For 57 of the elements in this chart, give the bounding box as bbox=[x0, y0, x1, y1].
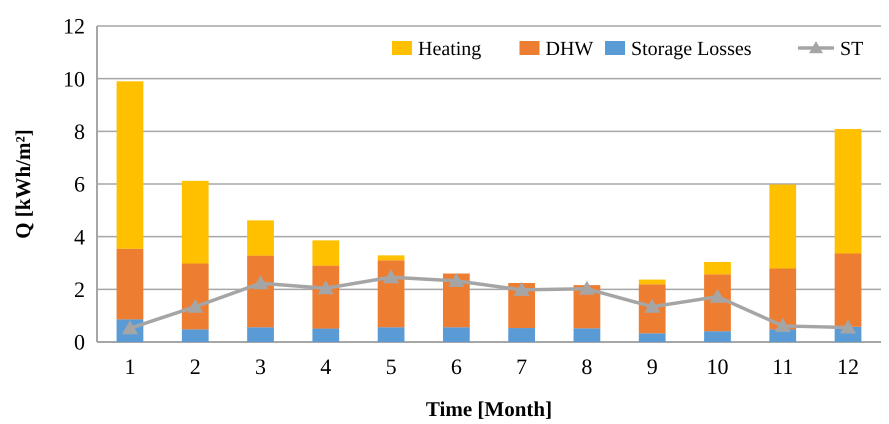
point bbox=[774, 318, 791, 332]
point bbox=[514, 282, 530, 296]
x-tick-label: 7 bbox=[516, 354, 528, 379]
x-tick-label: 10 bbox=[706, 354, 728, 379]
y-tick-label: 6 bbox=[74, 172, 85, 197]
point bbox=[252, 275, 269, 290]
y-tick-label: 8 bbox=[74, 119, 85, 144]
bar bbox=[312, 240, 340, 266]
x-tick-label: 12 bbox=[837, 354, 860, 379]
bar bbox=[247, 220, 274, 256]
point bbox=[383, 269, 400, 284]
bar bbox=[834, 128, 862, 254]
point bbox=[187, 298, 204, 313]
y-tick-label: 0 bbox=[74, 330, 85, 355]
bar bbox=[638, 280, 666, 284]
bar bbox=[182, 180, 209, 264]
x-tick-label: 11 bbox=[772, 354, 794, 379]
bar bbox=[116, 81, 144, 249]
bar bbox=[116, 248, 144, 320]
y-tick-label: 12 bbox=[63, 14, 85, 39]
bar bbox=[704, 262, 731, 274]
y-tick-label: 10 bbox=[63, 66, 85, 92]
bar bbox=[834, 254, 862, 327]
bar bbox=[378, 260, 404, 328]
legend-label: Heating bbox=[418, 38, 482, 60]
x-tick-label: 8 bbox=[581, 354, 592, 379]
x-tick-label: 3 bbox=[255, 354, 266, 379]
bar bbox=[574, 328, 600, 342]
point bbox=[318, 280, 334, 294]
bar bbox=[378, 255, 404, 260]
point bbox=[840, 320, 856, 334]
bar bbox=[247, 256, 274, 328]
legend-label: DHW bbox=[546, 38, 594, 60]
bar bbox=[378, 327, 404, 342]
y-axis-title: Q [kWh/m²] bbox=[11, 129, 35, 239]
legend-label: Storage Losses bbox=[631, 38, 752, 60]
point bbox=[578, 280, 595, 295]
x-tick-label: 1 bbox=[124, 354, 136, 379]
x-tick-label: 6 bbox=[450, 354, 462, 379]
bar bbox=[442, 327, 470, 342]
legend-label: ST bbox=[840, 38, 864, 60]
x-axis-title: Time [Month] bbox=[426, 397, 552, 421]
bar bbox=[312, 328, 340, 342]
bar bbox=[182, 329, 209, 342]
y-tick-label: 4 bbox=[74, 224, 85, 250]
x-tick-label: 9 bbox=[646, 354, 658, 379]
bar bbox=[704, 331, 731, 342]
bar bbox=[508, 328, 536, 342]
bar bbox=[247, 327, 274, 342]
bar bbox=[638, 333, 666, 342]
y-tick-label: 2 bbox=[74, 277, 85, 302]
bar bbox=[769, 184, 796, 269]
x-tick-label: 2 bbox=[190, 354, 201, 379]
x-tick-label: 4 bbox=[320, 354, 332, 379]
point bbox=[448, 272, 464, 287]
bar bbox=[769, 268, 796, 330]
x-tick-label: 5 bbox=[386, 354, 397, 379]
